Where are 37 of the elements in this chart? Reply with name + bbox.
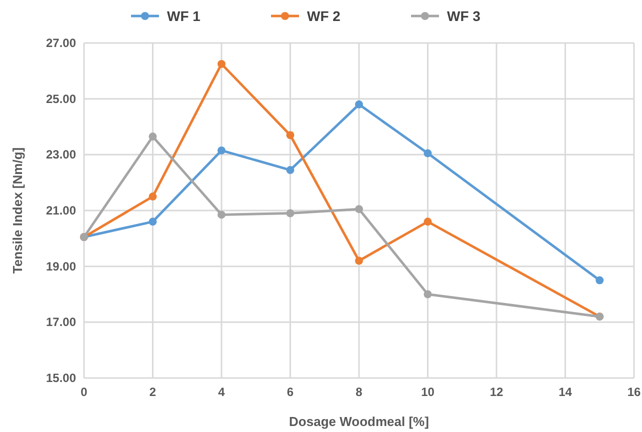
x-tick-label: 4 xyxy=(218,385,226,399)
x-axis-title: Dosage Woodmeal [%] xyxy=(289,414,429,429)
point xyxy=(424,149,432,158)
point xyxy=(148,192,157,201)
point xyxy=(218,60,226,68)
y-tick-label: 27.00 xyxy=(46,36,76,50)
point xyxy=(355,100,363,108)
x-tick-label: 0 xyxy=(80,385,88,399)
point xyxy=(148,132,157,141)
point xyxy=(424,218,432,226)
point xyxy=(218,210,226,219)
point xyxy=(218,146,226,154)
point xyxy=(286,131,294,140)
y-axis-title: Tensile Index [Nm/g] xyxy=(10,147,25,274)
legend-label: WF 2 xyxy=(307,8,341,24)
x-tick-label: 6 xyxy=(286,385,294,399)
y-tick-label: 17.00 xyxy=(46,315,76,330)
y-tick-label: 21.00 xyxy=(46,204,76,218)
x-tick-label: 8 xyxy=(356,385,363,399)
point xyxy=(355,205,363,214)
point xyxy=(596,276,604,284)
x-tick-label: 14 xyxy=(558,385,572,399)
x-tick-label: 2 xyxy=(149,385,156,399)
y-tick-label: 23.00 xyxy=(46,148,76,162)
legend-label: WF 1 xyxy=(167,8,201,24)
point xyxy=(286,166,294,174)
point xyxy=(424,290,432,298)
y-tick-label: 25.00 xyxy=(46,92,76,106)
point xyxy=(148,218,157,226)
y-tick-label: 19.00 xyxy=(46,259,76,274)
x-tick-label: 12 xyxy=(490,385,504,399)
x-tick-label: 10 xyxy=(421,385,435,399)
y-tick-label: 15.00 xyxy=(46,371,76,385)
point xyxy=(286,209,294,218)
x-tick-label: 16 xyxy=(627,385,641,399)
legend-label: WF 3 xyxy=(447,8,481,24)
point xyxy=(355,256,363,265)
